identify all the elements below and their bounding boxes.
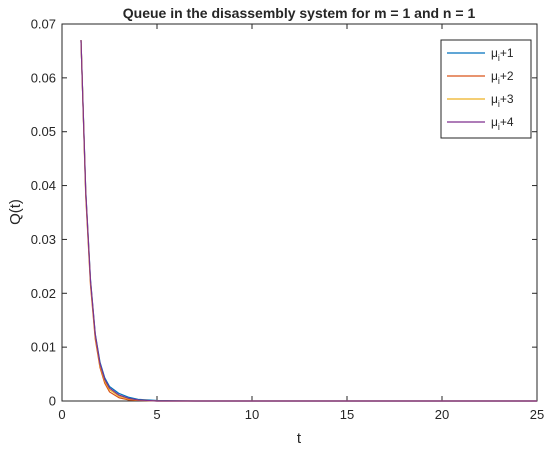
x-tick-label: 0 — [58, 407, 65, 422]
x-tick-label: 5 — [153, 407, 160, 422]
legend-box — [440, 39, 532, 139]
y-tick-label: 0.06 — [31, 70, 56, 85]
legend-subscript: i — [498, 53, 500, 63]
legend-mu: μ — [491, 115, 498, 129]
y-tick-label: 0.04 — [31, 178, 56, 193]
legend-series-name: +3 — [500, 92, 514, 106]
legend-entry-3: μi+3 — [491, 92, 514, 109]
y-tick-label: 0.05 — [31, 124, 56, 139]
x-tick-label: 15 — [340, 407, 354, 422]
series-lines — [80, 40, 537, 402]
legend-subscript: i — [498, 122, 500, 132]
y-axis-label: Q(t) — [7, 199, 24, 225]
x-tick-label: 20 — [435, 407, 449, 422]
legend-mu: μ — [491, 46, 498, 60]
y-tick-label: 0.07 — [31, 17, 56, 32]
y-tick-label: 0.01 — [31, 340, 56, 355]
legend-entry-2: μi+2 — [491, 69, 514, 86]
legend-series-name: +4 — [500, 115, 514, 129]
legend-series-name: +2 — [500, 69, 514, 83]
x-tick-label: 25 — [530, 407, 544, 422]
x-axis: 0 5 10 15 20 25 — [58, 24, 544, 422]
y-tick-label: 0.03 — [31, 232, 56, 247]
legend-subscript: i — [498, 76, 500, 86]
legend: μi+1μi+2μi+3μi+4 — [440, 39, 532, 139]
legend-subscript: i — [498, 99, 500, 109]
series-line-4 — [80, 40, 537, 402]
legend-mu: μ — [491, 92, 498, 106]
legend-mu: μ — [491, 69, 498, 83]
y-tick-label: 0.02 — [31, 286, 56, 301]
legend-entry-4: μi+4 — [491, 115, 514, 132]
y-axis: 0 0.01 0.02 0.03 0.04 0.05 0.06 0.07 — [31, 17, 537, 409]
chart-title: Queue in the disassembly system for m = … — [123, 5, 476, 21]
x-tick-label: 10 — [245, 407, 259, 422]
legend-entry-1: μi+1 — [491, 46, 514, 63]
x-axis-label: t — [297, 430, 302, 447]
legend-series-name: +1 — [500, 46, 514, 60]
y-tick-label: 0 — [49, 394, 56, 409]
